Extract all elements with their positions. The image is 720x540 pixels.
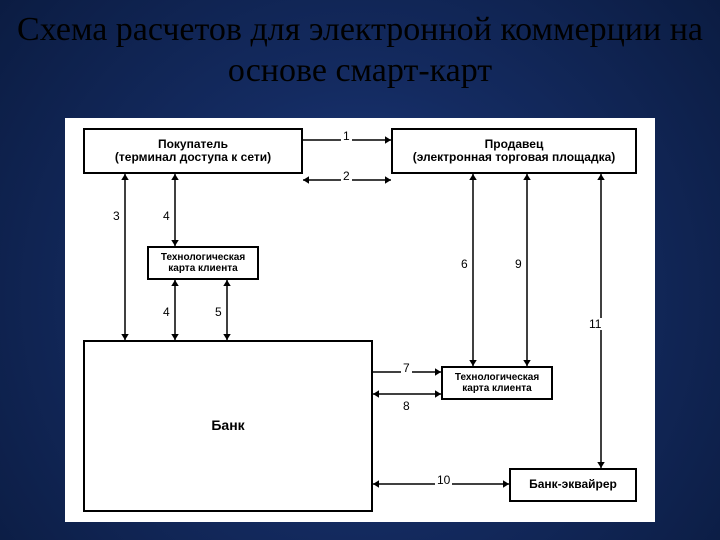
diagram-canvas: Покупатель(терминал доступа к сети) Прода…	[65, 118, 655, 522]
node-tcard1: Технологическаякарта клиента	[147, 246, 259, 280]
edge-label-e1: 1	[341, 130, 352, 142]
node-acquirer: Банк-эквайрер	[509, 468, 637, 502]
node-bank: Банк	[83, 340, 373, 512]
edge-label-e8: 8	[401, 400, 412, 412]
node-seller: Продавец(электронная торговая площадка)	[391, 128, 637, 174]
edge-label-e2: 2	[341, 170, 352, 182]
edge-label-e3: 3	[111, 210, 122, 222]
node-buyer: Покупатель(терминал доступа к сети)	[83, 128, 303, 174]
edge-label-e7: 7	[401, 362, 412, 374]
edge-label-e11: 11	[587, 318, 603, 330]
edge-label-e5: 5	[213, 306, 224, 318]
slide: Схема расчетов для электронной коммерции…	[0, 0, 720, 540]
node-tcard2: Технологическаякарта клиента	[441, 366, 553, 400]
edge-label-e4b: 4	[161, 306, 172, 318]
slide-title: Схема расчетов для электронной коммерции…	[0, 10, 720, 92]
edge-label-e6: 6	[459, 258, 470, 270]
edge-label-e10: 10	[435, 474, 452, 486]
edge-label-e4a: 4	[161, 210, 172, 222]
edge-label-e9: 9	[513, 258, 524, 270]
